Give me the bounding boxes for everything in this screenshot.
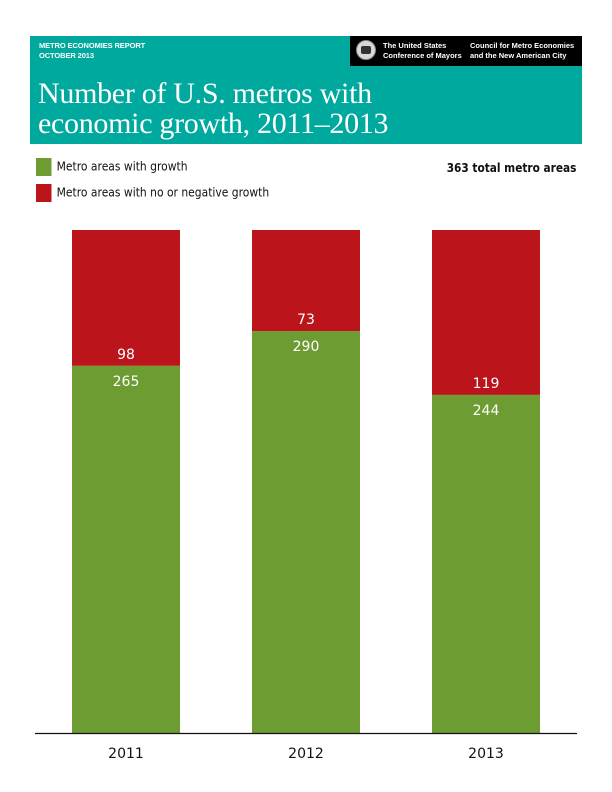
data-label-no-growth-2011: 98 bbox=[117, 347, 135, 363]
org-mayors-line1: The United States bbox=[383, 41, 447, 50]
data-label-growth-2012: 290 bbox=[293, 339, 320, 355]
bar-growth-2013 bbox=[432, 394, 540, 733]
bar-growth-2011 bbox=[72, 365, 180, 733]
chart-title-line1: Number of U.S. metros with bbox=[38, 77, 372, 110]
report-header: METRO ECONOMIES REPORT OCTOBER 2013 The … bbox=[30, 36, 582, 144]
legend-item-no-growth: Metro areas with no or negative growth bbox=[36, 184, 269, 202]
total-note: 363 total metro areas bbox=[446, 161, 576, 175]
legend-swatch-growth bbox=[36, 158, 52, 176]
chart-title-line2: economic growth, 2011–2013 bbox=[38, 107, 389, 140]
data-label-no-growth-2013: 119 bbox=[473, 376, 500, 392]
x-tick-label-2011: 2011 bbox=[108, 746, 144, 762]
org-council: Council for Metro Economies and the New … bbox=[470, 41, 574, 61]
report-name: METRO ECONOMIES REPORT bbox=[39, 41, 146, 50]
legend-label-no-growth: Metro areas with no or negative growth bbox=[56, 184, 270, 200]
legend-item-growth: Metro areas with growth bbox=[36, 158, 188, 176]
data-label-growth-2011: 265 bbox=[113, 374, 140, 390]
x-tick-label-2012: 2012 bbox=[288, 746, 324, 762]
logo-box: The United States Conference of Mayors C… bbox=[350, 36, 582, 66]
data-label-growth-2013: 244 bbox=[473, 403, 500, 419]
org-council-line2: and the New American City bbox=[470, 51, 567, 60]
report-label: METRO ECONOMIES REPORT OCTOBER 2013 bbox=[39, 41, 145, 61]
bar-no-growth-2011 bbox=[72, 230, 180, 366]
bar-growth-2012 bbox=[252, 331, 360, 733]
seal-icon bbox=[356, 40, 376, 60]
chart-title: Number of U.S. metros with economic grow… bbox=[38, 77, 389, 140]
legend-label-growth: Metro areas with growth bbox=[56, 158, 188, 174]
org-council-line1: Council for Metro Economies bbox=[470, 41, 575, 50]
org-mayors: The United States Conference of Mayors bbox=[383, 41, 462, 61]
org-mayors-line2: Conference of Mayors bbox=[383, 51, 462, 60]
x-tick-label-2013: 2013 bbox=[468, 746, 504, 762]
legend-swatch-no-growth bbox=[36, 184, 52, 202]
bar-no-growth-2013 bbox=[432, 230, 540, 395]
report-date: OCTOBER 2013 bbox=[39, 51, 94, 60]
data-label-no-growth-2012: 73 bbox=[297, 312, 315, 328]
bar-no-growth-2012 bbox=[252, 230, 360, 332]
